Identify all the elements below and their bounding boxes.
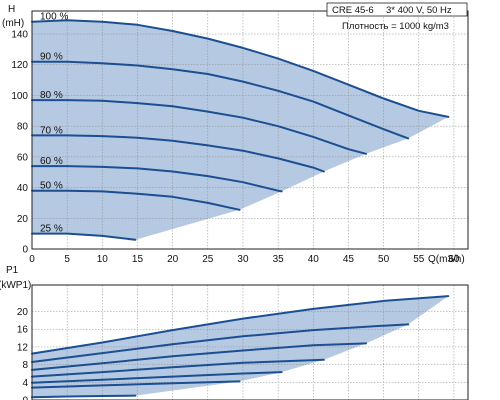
- head-curve-90: [31, 60, 410, 140]
- head-flow-plot: 100 % 90 % 80 % 70 % 60 % 50 % 25 % 0 20 40 60 80 1…: [2, 2, 469, 265]
- power-y-tick-labels: 0 4 8 12 16 20: [17, 307, 29, 400]
- curve-label-25: 25 %: [40, 224, 63, 235]
- flow-x-tick: 30: [237, 254, 249, 265]
- flow-x-tick: 40: [308, 254, 320, 265]
- flow-x-tick: 55: [413, 254, 425, 265]
- flow-x-tick: 50: [378, 254, 390, 265]
- head-y-tick: 80: [17, 122, 29, 133]
- flow-x-tick: 0: [29, 254, 35, 265]
- power-axis-label: P1: [6, 265, 19, 276]
- curve-label-50: 50 %: [40, 181, 63, 192]
- flow-x-tick: 25: [202, 254, 214, 265]
- info-box: CRE 45-6 3* 400 V, 50 Hz Плотность = 100…: [326, 2, 468, 32]
- info-box-frame: [326, 2, 468, 17]
- flow-x-tick-labels: 0 5 10 15 20 25 30 35 40 45 50 55 60: [29, 254, 460, 265]
- power-curve-70: [31, 358, 325, 378]
- flow-x-tick: 20: [167, 254, 179, 265]
- power-y-tick: 12: [17, 342, 29, 353]
- power-curve-60: [31, 371, 283, 384]
- head-y-tick: 60: [17, 152, 29, 163]
- head-curves: [31, 19, 450, 241]
- head-y-tick: 120: [11, 60, 28, 71]
- power-curve-25: [31, 394, 137, 399]
- power-plot-frame: [31, 284, 469, 400]
- head-curve-60: [31, 165, 283, 193]
- flow-x-tick: 5: [64, 254, 70, 265]
- head-curve-80: [31, 99, 367, 155]
- flow-x-tick: 15: [132, 254, 144, 265]
- curve-label-80: 80 %: [40, 90, 63, 101]
- head-y-tick: 140: [11, 30, 28, 41]
- curve-label-90: 90 %: [40, 52, 63, 63]
- supply-spec: 3* 400 V, 50 Hz: [386, 5, 452, 16]
- head-y-tick: 100: [11, 91, 28, 102]
- power-curve-50: [31, 380, 241, 389]
- power-y-tick: 8: [22, 360, 28, 371]
- flow-x-tick: 35: [273, 254, 285, 265]
- head-plot-frame: [31, 10, 469, 250]
- flow-x-tick: 60: [448, 254, 460, 265]
- head-curve-50: [31, 189, 241, 211]
- curve-label-100: 100 %: [40, 12, 68, 23]
- head-y-tick: 0: [22, 245, 28, 256]
- power-curve-100: [31, 295, 450, 355]
- head-y-tick: 20: [17, 214, 29, 225]
- power-y-tick: 20: [17, 307, 29, 318]
- head-y-tick: 40: [17, 183, 29, 194]
- power-curve-90: [31, 323, 410, 363]
- head-curve-labels: 100 % 90 % 80 % 70 % 60 % 50 % 25 %: [40, 12, 68, 235]
- head-curve-70: [31, 134, 325, 173]
- density-note: Плотность = 1000 kg/m3: [342, 21, 449, 32]
- power-curves: [31, 295, 450, 399]
- head-operating-region: [32, 20, 449, 240]
- power-axis-unit: (kWP1): [0, 280, 31, 291]
- flow-axis-label: Q(m3/h): [428, 254, 465, 265]
- power-flow-plot: 0 4 8 12 16 20 P1 (kWP1): [0, 265, 469, 400]
- power-y-tick: 0: [22, 396, 28, 400]
- power-y-tick: 4: [22, 378, 28, 389]
- head-curve-100: [31, 19, 450, 118]
- head-axis-unit: (mH): [2, 18, 24, 29]
- head-y-tick-labels: 0 20 40 60 80 100 120 140: [11, 30, 28, 256]
- curve-label-60: 60 %: [40, 156, 63, 167]
- flow-x-tick: 45: [343, 254, 355, 265]
- power-y-tick: 16: [17, 325, 29, 336]
- pump-model: CRE 45-6: [332, 5, 374, 16]
- head-axis-label: H: [8, 4, 15, 15]
- power-curve-80: [31, 342, 367, 371]
- head-curve-25: [31, 232, 137, 241]
- flow-x-tick: 10: [97, 254, 109, 265]
- curve-label-70: 70 %: [40, 125, 63, 136]
